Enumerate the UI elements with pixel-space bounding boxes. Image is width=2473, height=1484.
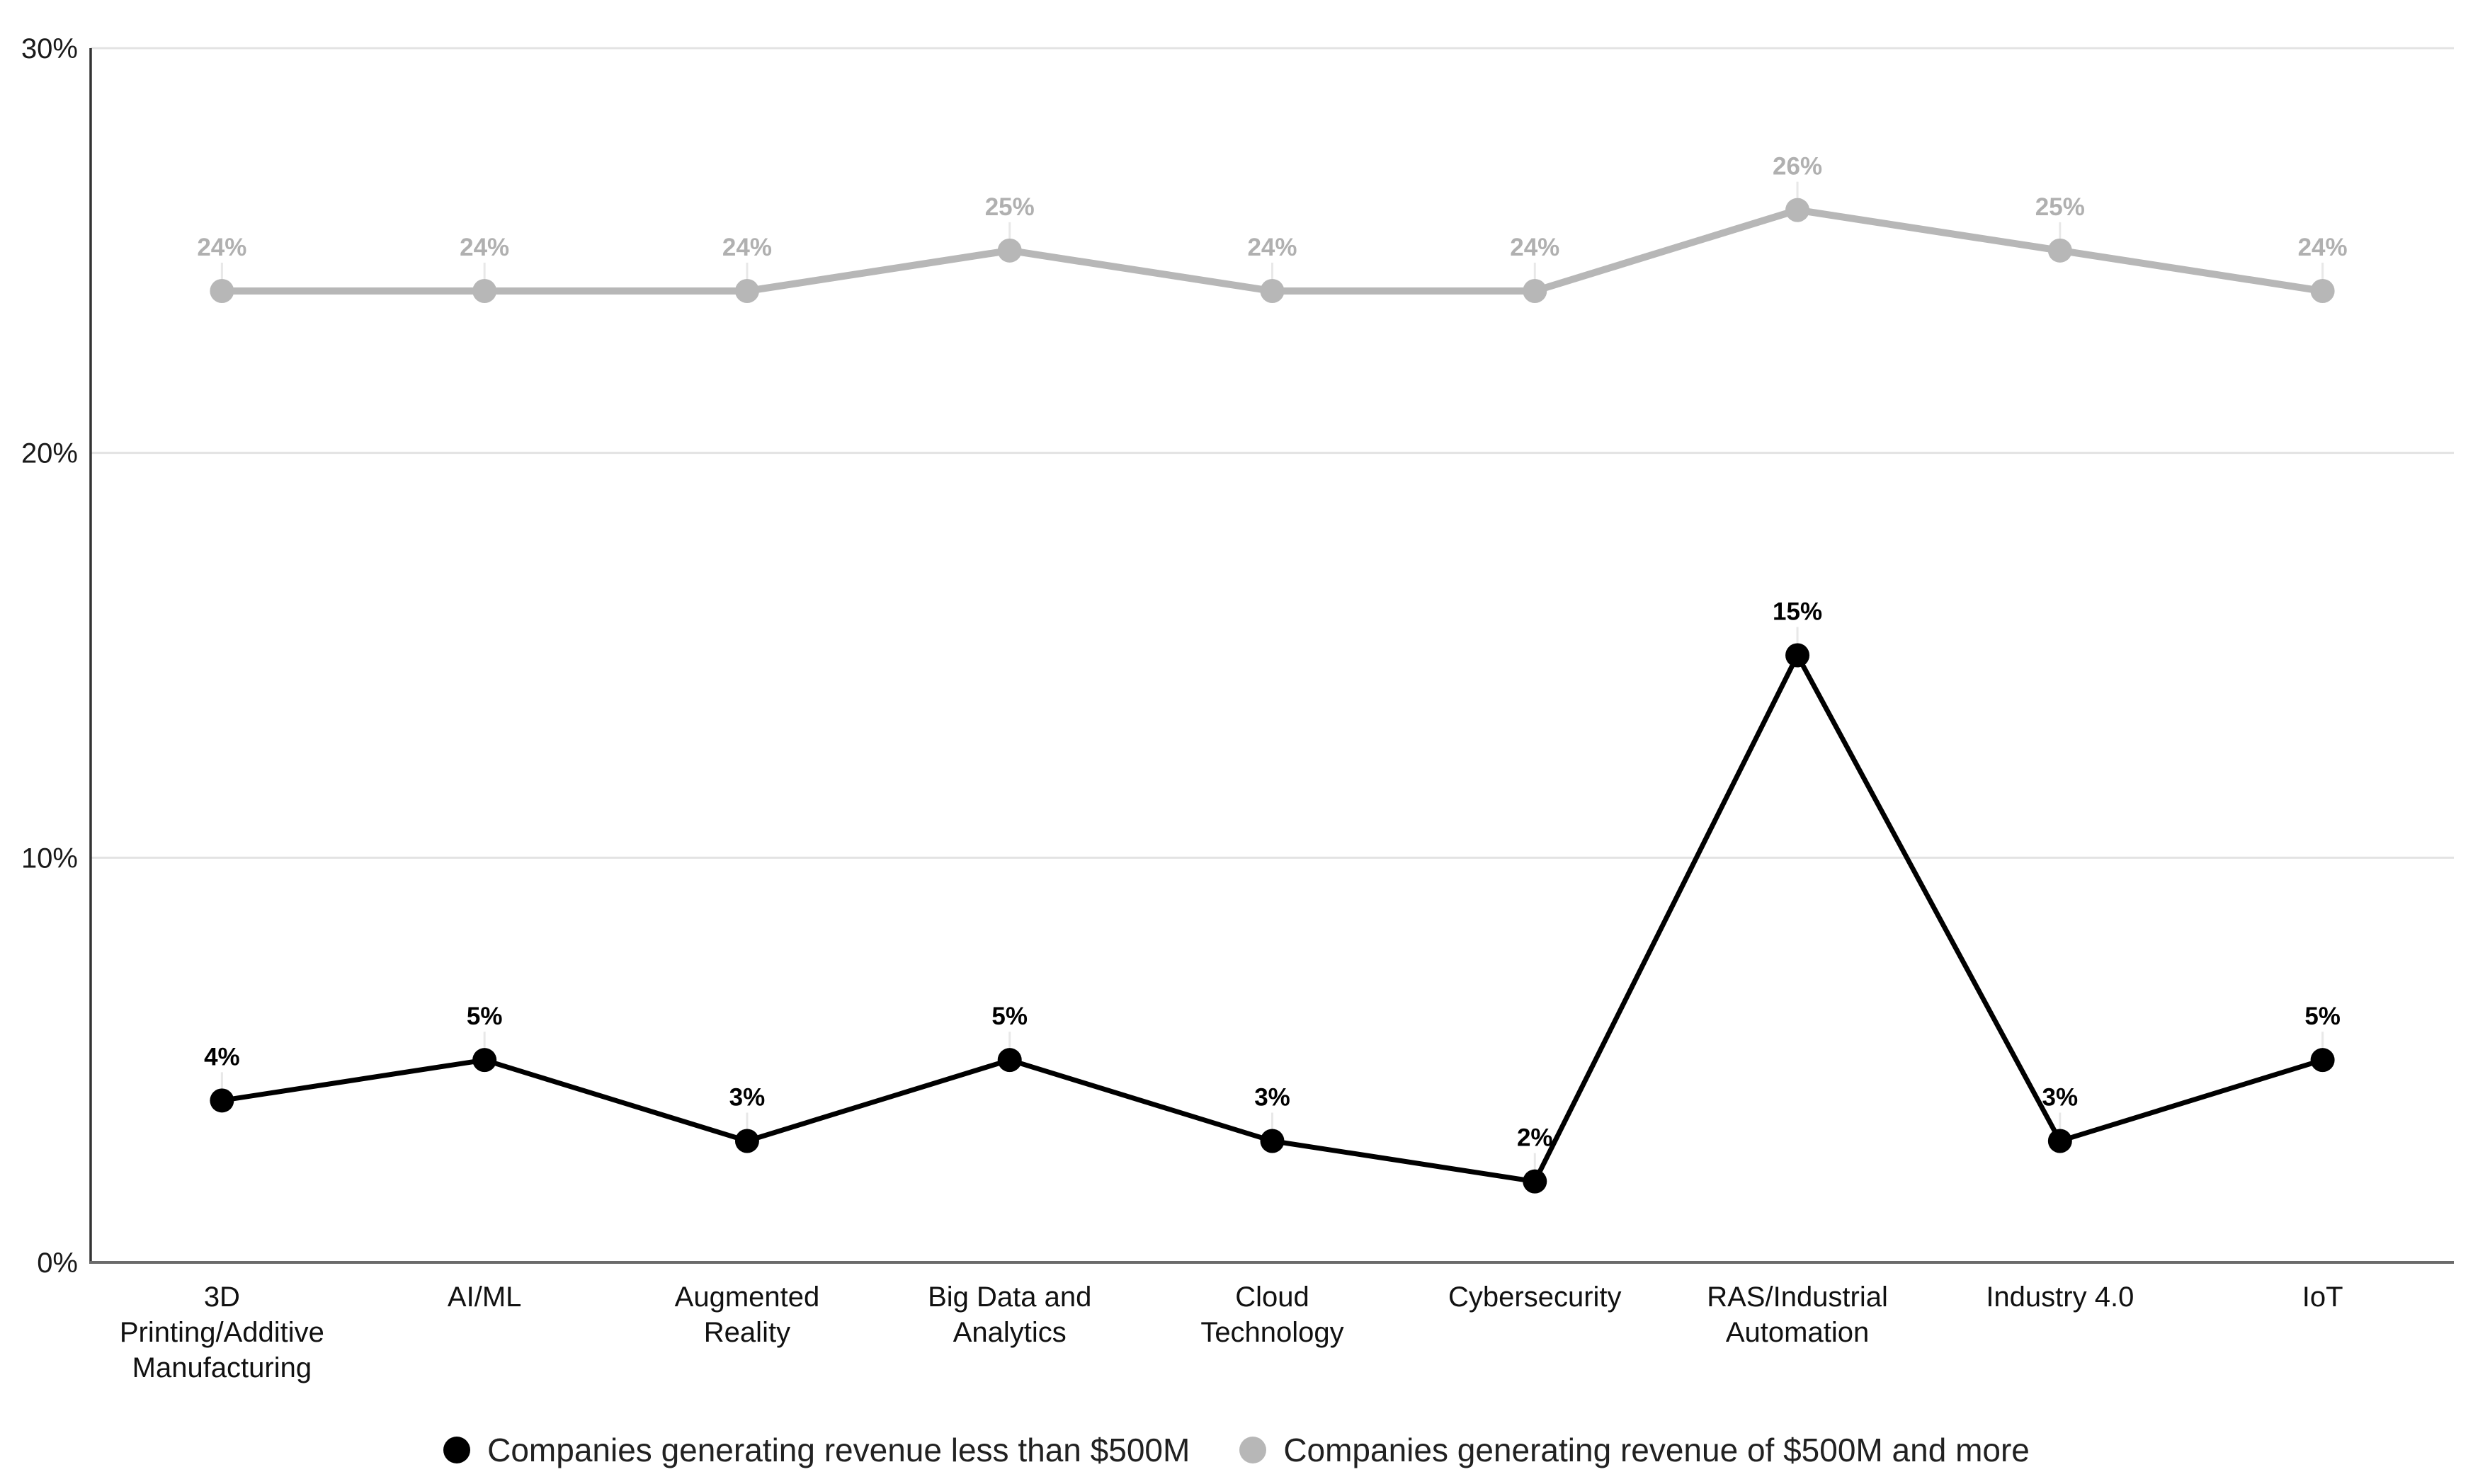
data-point-marker — [997, 1048, 1022, 1073]
data-point-label: 3% — [2042, 1084, 2079, 1112]
x-category-label: Industry 4.0 — [1986, 1282, 2134, 1313]
data-point-label: 3% — [729, 1084, 766, 1112]
y-tick-label: 20% — [21, 438, 78, 469]
data-point-marker — [1785, 198, 1810, 222]
legend-item-revenue-under-500m: Companies generating revenue less than $… — [443, 1434, 1190, 1466]
data-point-label: 4% — [204, 1043, 240, 1071]
data-point-label: 26% — [1773, 153, 1822, 181]
data-point-marker — [1523, 1169, 1547, 1194]
data-point-marker — [210, 279, 234, 303]
data-point-marker — [2047, 238, 2072, 263]
legend-label-revenue-500m-and-more: Companies generating revenue of $500M an… — [1283, 1432, 2030, 1468]
data-point-label: 24% — [1247, 234, 1297, 261]
legend-swatch-gray-circle-icon — [1239, 1437, 1267, 1463]
data-point-marker — [1523, 279, 1547, 303]
legend-label-revenue-under-500m: Companies generating revenue less than $… — [487, 1432, 1190, 1468]
data-point-marker — [734, 1129, 759, 1153]
y-tick-label: 10% — [21, 843, 78, 874]
data-point-label: 24% — [2298, 234, 2348, 261]
data-point-marker — [1260, 279, 1285, 303]
data-point-label: 24% — [197, 234, 246, 261]
y-tick-label: 0% — [37, 1248, 78, 1279]
data-point-marker — [997, 238, 1022, 263]
x-category-label: AI/ML — [448, 1282, 521, 1313]
data-point-label: 15% — [1773, 598, 1822, 626]
data-point-label: 3% — [1254, 1084, 1290, 1112]
data-point-marker — [1260, 1129, 1285, 1153]
data-point-label: 5% — [991, 1003, 1028, 1030]
x-category-label: Big Data and Analytics — [928, 1282, 1091, 1348]
x-category-label: Cloud Technology — [1200, 1282, 1343, 1348]
data-point-label: 24% — [1510, 234, 1559, 261]
data-point-marker — [1785, 643, 1810, 668]
data-point-label: 2% — [1517, 1124, 1553, 1152]
data-point-label: 24% — [460, 234, 509, 261]
legend-swatch-black-circle-icon — [443, 1437, 471, 1463]
data-point-label: 25% — [2035, 193, 2085, 221]
data-point-marker — [472, 1048, 497, 1073]
x-category-label: Cybersecurity — [1448, 1282, 1622, 1313]
data-point-marker — [472, 279, 497, 303]
x-category-label: IoT — [2302, 1282, 2343, 1313]
data-point-label: 5% — [467, 1003, 503, 1030]
x-category-label: RAS/Industrial Automation — [1707, 1282, 1888, 1348]
x-category-label: 3D Printing/Additive Manufacturing — [120, 1282, 324, 1383]
data-point-marker — [2310, 279, 2335, 303]
legend-item-revenue-500m-and-more: Companies generating revenue of $500M an… — [1239, 1434, 2030, 1466]
data-point-marker — [2310, 1048, 2335, 1073]
data-point-label: 25% — [985, 193, 1035, 221]
chart-legend: Companies generating revenue less than $… — [0, 1427, 2473, 1473]
x-category-label: Augmented Reality — [675, 1282, 820, 1348]
data-point-marker — [2047, 1129, 2072, 1153]
y-tick-label: 30% — [21, 33, 78, 64]
data-point-label: 5% — [2304, 1003, 2341, 1030]
data-point-marker — [734, 279, 759, 303]
data-point-marker — [210, 1088, 234, 1113]
data-point-label: 24% — [722, 234, 772, 261]
